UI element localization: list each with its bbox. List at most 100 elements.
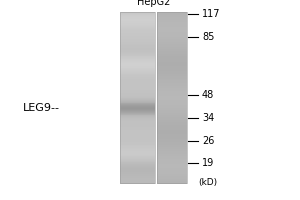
Bar <box>120 39 155 41</box>
Bar <box>157 173 187 174</box>
Bar <box>157 146 187 148</box>
Bar <box>120 140 155 142</box>
Bar <box>157 180 187 181</box>
Bar <box>120 45 155 47</box>
Bar <box>157 27 187 29</box>
Bar <box>157 67 187 68</box>
Bar <box>120 117 155 119</box>
Bar <box>120 156 155 158</box>
Bar <box>120 145 155 147</box>
Bar <box>120 148 155 149</box>
Bar <box>120 52 155 54</box>
Bar <box>157 130 187 131</box>
Bar <box>120 179 155 180</box>
Bar <box>157 168 187 169</box>
Bar <box>120 107 155 108</box>
Bar <box>157 63 187 65</box>
Bar <box>157 48 187 49</box>
Bar <box>120 27 155 29</box>
Bar <box>157 93 187 95</box>
Bar <box>157 129 187 130</box>
Bar <box>120 56 155 58</box>
Bar <box>157 15 187 17</box>
Bar <box>120 15 155 17</box>
Bar <box>120 130 155 131</box>
Bar <box>120 139 155 140</box>
Bar <box>120 176 155 178</box>
Bar <box>120 12 155 183</box>
Bar <box>120 161 155 162</box>
Bar <box>157 30 187 31</box>
Bar <box>157 136 187 137</box>
Bar <box>120 72 155 73</box>
Bar <box>157 141 187 142</box>
Bar <box>120 147 155 148</box>
Bar <box>157 49 187 50</box>
Bar <box>120 36 155 37</box>
Bar <box>120 91 155 92</box>
Bar <box>120 121 155 122</box>
Bar <box>120 170 155 172</box>
Bar <box>157 34 187 36</box>
Bar <box>120 50 155 52</box>
Bar <box>120 168 155 170</box>
Bar <box>120 177 155 178</box>
Bar <box>157 73 187 74</box>
Bar <box>120 79 155 80</box>
Bar <box>157 124 187 125</box>
Bar <box>157 87 187 89</box>
Bar <box>157 25 187 26</box>
Bar <box>120 78 155 79</box>
Bar <box>120 98 155 99</box>
Bar <box>120 88 155 89</box>
Bar <box>157 40 187 42</box>
Bar <box>157 26 187 27</box>
Bar <box>120 23 155 24</box>
Bar <box>120 133 155 135</box>
Bar <box>120 150 155 151</box>
Bar <box>157 56 187 58</box>
Bar <box>120 99 155 101</box>
Bar <box>157 52 187 54</box>
Bar <box>120 84 155 85</box>
Bar <box>157 176 187 178</box>
Bar <box>157 12 187 183</box>
Bar <box>120 47 155 48</box>
Bar <box>120 42 155 43</box>
Bar <box>157 133 187 135</box>
Bar <box>157 170 187 172</box>
Bar <box>157 163 187 165</box>
Bar <box>120 19 155 20</box>
Bar <box>120 58 155 60</box>
Bar <box>120 14 155 15</box>
Text: 48: 48 <box>202 90 214 100</box>
Bar <box>120 115 155 117</box>
Bar <box>120 87 155 89</box>
Bar <box>157 182 187 184</box>
Bar <box>157 181 187 183</box>
Bar <box>157 175 187 177</box>
Bar <box>157 88 187 89</box>
Bar <box>157 80 187 81</box>
Bar <box>157 145 187 147</box>
Bar <box>120 51 155 53</box>
Bar <box>157 14 187 15</box>
Bar <box>157 32 187 33</box>
Bar <box>120 64 155 66</box>
Bar <box>157 61 187 62</box>
Bar <box>120 142 155 143</box>
Bar <box>157 112 187 113</box>
Bar <box>120 33 155 35</box>
Bar <box>120 90 155 91</box>
Bar <box>157 80 187 82</box>
Bar <box>157 39 187 41</box>
Bar <box>157 98 187 100</box>
Bar <box>157 177 187 178</box>
Bar <box>120 128 155 130</box>
Bar <box>120 21 155 22</box>
Bar <box>157 102 187 103</box>
Bar <box>120 89 155 90</box>
Bar <box>120 103 155 104</box>
Bar <box>157 127 187 129</box>
Bar <box>120 15 155 16</box>
